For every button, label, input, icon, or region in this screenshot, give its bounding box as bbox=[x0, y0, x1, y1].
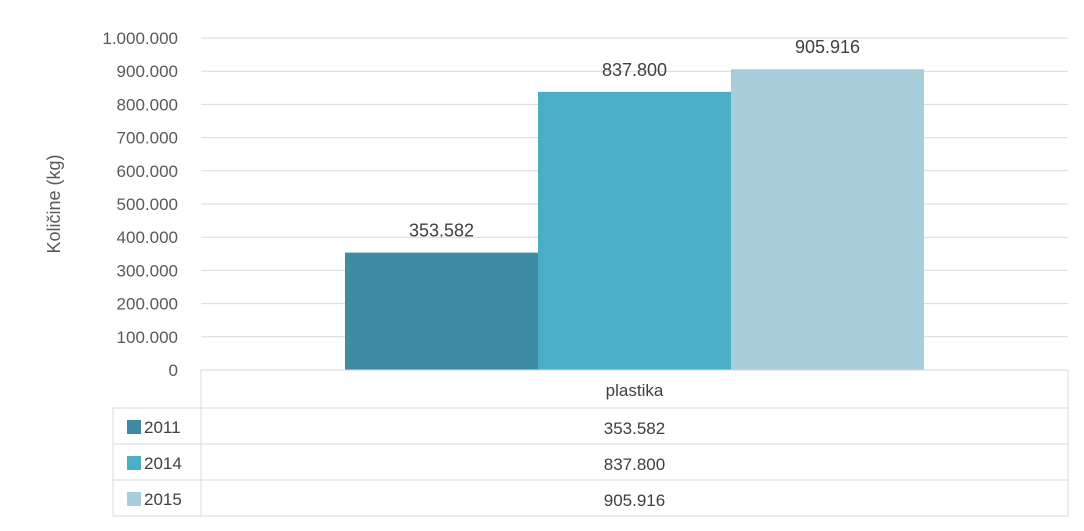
bar-2011 bbox=[345, 252, 538, 370]
legend-key-2014 bbox=[127, 456, 141, 470]
y-tick-label: 100.000 bbox=[117, 328, 178, 347]
y-tick-label: 700.000 bbox=[117, 129, 178, 148]
y-tick-label: 400.000 bbox=[117, 228, 178, 247]
y-tick-label: 300.000 bbox=[117, 261, 178, 280]
legend-label-2015: 2015 bbox=[144, 490, 182, 509]
y-tick-label: 500.000 bbox=[117, 195, 178, 214]
data-label-2011: 353.582 bbox=[409, 221, 474, 241]
category-label: plastika bbox=[606, 381, 664, 400]
data-label-2014: 837.800 bbox=[602, 60, 667, 80]
legend-label-2014: 2014 bbox=[144, 454, 182, 473]
bar-2014 bbox=[538, 91, 731, 370]
y-tick-label: 800.000 bbox=[117, 95, 178, 114]
table-value-2014: 837.800 bbox=[604, 455, 665, 474]
legend-label-2011: 2011 bbox=[144, 418, 181, 437]
legend-key-2011 bbox=[127, 420, 141, 434]
y-tick-label: 600.000 bbox=[117, 162, 178, 181]
data-label-2015: 905.916 bbox=[795, 37, 860, 57]
data-table: plastika 2011 353.582 2014 837.800 2015 905.91… bbox=[112, 369, 1069, 517]
y-axis-label: Količine (kg) bbox=[44, 154, 64, 253]
y-axis-ticks: 0 100.000 200.000 300.000 400.000 500.000 600.… bbox=[102, 29, 178, 380]
legend-key-2015 bbox=[127, 492, 141, 506]
y-tick-label: 1.000.000 bbox=[102, 29, 178, 48]
table-value-2015: 905.916 bbox=[604, 491, 665, 510]
bar-2015 bbox=[731, 69, 924, 370]
data-labels: 353.582 837.800 905.916 bbox=[409, 37, 860, 240]
y-tick-label: 0 bbox=[169, 361, 178, 380]
table-value-2011: 353.582 bbox=[604, 419, 665, 438]
y-tick-label: 900.000 bbox=[117, 62, 178, 81]
y-tick-label: 200.000 bbox=[117, 295, 178, 314]
bars bbox=[345, 69, 924, 370]
